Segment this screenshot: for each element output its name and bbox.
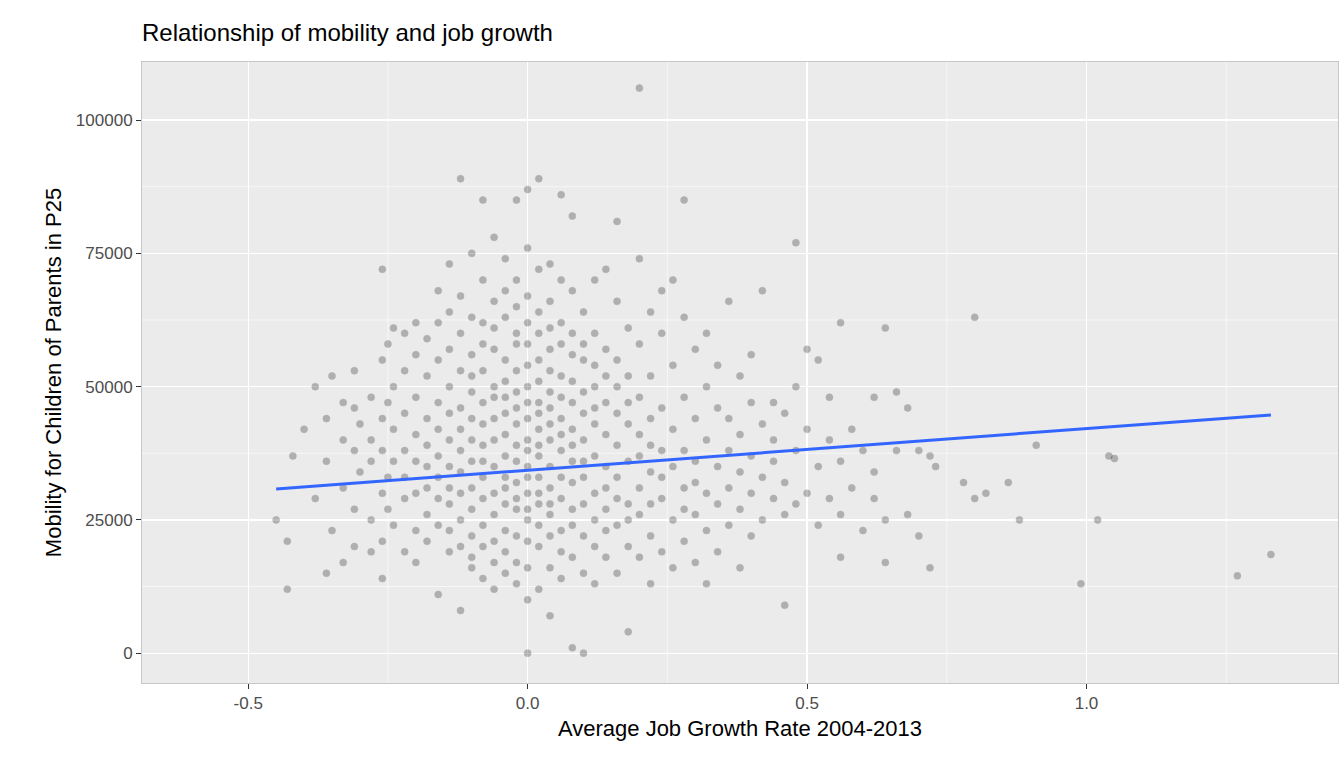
- svg-text:0.0: 0.0: [516, 694, 540, 713]
- svg-text:0: 0: [123, 644, 132, 663]
- svg-text:75000: 75000: [85, 244, 132, 263]
- svg-text:25000: 25000: [85, 511, 132, 530]
- svg-text:Average Job Growth Rate 2004-2: Average Job Growth Rate 2004-2013: [558, 716, 922, 741]
- svg-text:100000: 100000: [76, 111, 133, 130]
- svg-text:1.0: 1.0: [1075, 694, 1099, 713]
- svg-text:0.5: 0.5: [795, 694, 819, 713]
- svg-text:Mobility for Children of Paren: Mobility for Children of Parents in P25: [41, 188, 66, 557]
- svg-text:Relationship of mobility and j: Relationship of mobility and job growth: [142, 19, 553, 46]
- svg-text:-0.5: -0.5: [234, 694, 263, 713]
- svg-text:50000: 50000: [85, 378, 132, 397]
